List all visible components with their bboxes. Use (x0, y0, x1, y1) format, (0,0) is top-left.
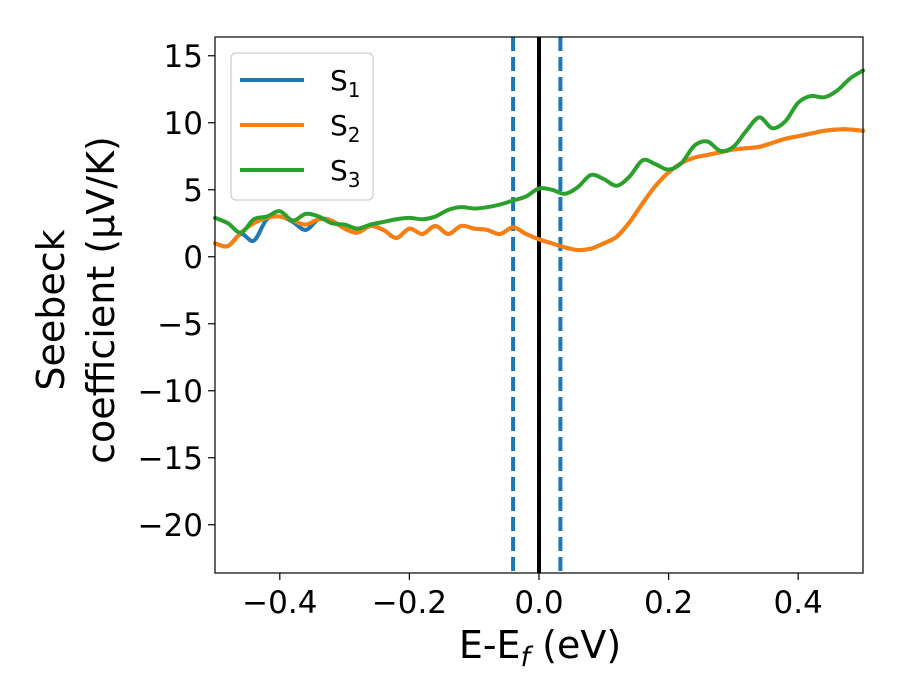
x-tick-label: 0.0 (514, 585, 563, 621)
legend-label-s3: S3 (330, 154, 361, 192)
y-tick-label: 5 (183, 173, 203, 209)
legend-label-s2: S2 (330, 109, 361, 147)
y-tick-label: −10 (138, 374, 203, 410)
legend-label-s1: S1 (330, 64, 361, 102)
axis-ticks: −0.4 −0.2 0.0 0.2 0.4 15 10 5 0 −5 −10 −15 −20 (138, 39, 823, 621)
y-tick-label: 15 (164, 39, 203, 75)
series-line-s3 (213, 68, 865, 235)
x-tick-label: 0.4 (774, 585, 823, 621)
x-axis-title-unit: (eV) (530, 623, 621, 667)
y-axis-title-line1: Seebeck (29, 229, 73, 390)
y-tick-label: 0 (183, 240, 203, 276)
vertical-lines (511, 37, 563, 573)
series-lines (213, 68, 865, 253)
x-axis-title: E-Ef (eV) (459, 623, 621, 673)
y-axis-title-line2: coefficient (μV/K) (79, 136, 123, 464)
x-tick-label: 0.2 (644, 585, 693, 621)
y-tick-label: −5 (157, 307, 203, 343)
legend: S1 S2 S3 (230, 52, 374, 201)
x-axis-title-main: E-E (459, 623, 521, 667)
y-tick-label: 10 (164, 106, 203, 142)
y-tick-label: −15 (138, 441, 203, 477)
legend-items: S1 S2 S3 (240, 64, 361, 192)
plot-frame (214, 36, 864, 574)
x-tick-label: −0.4 (242, 585, 317, 621)
y-tick-label: −20 (138, 508, 203, 544)
x-tick-label: −0.2 (372, 585, 447, 621)
